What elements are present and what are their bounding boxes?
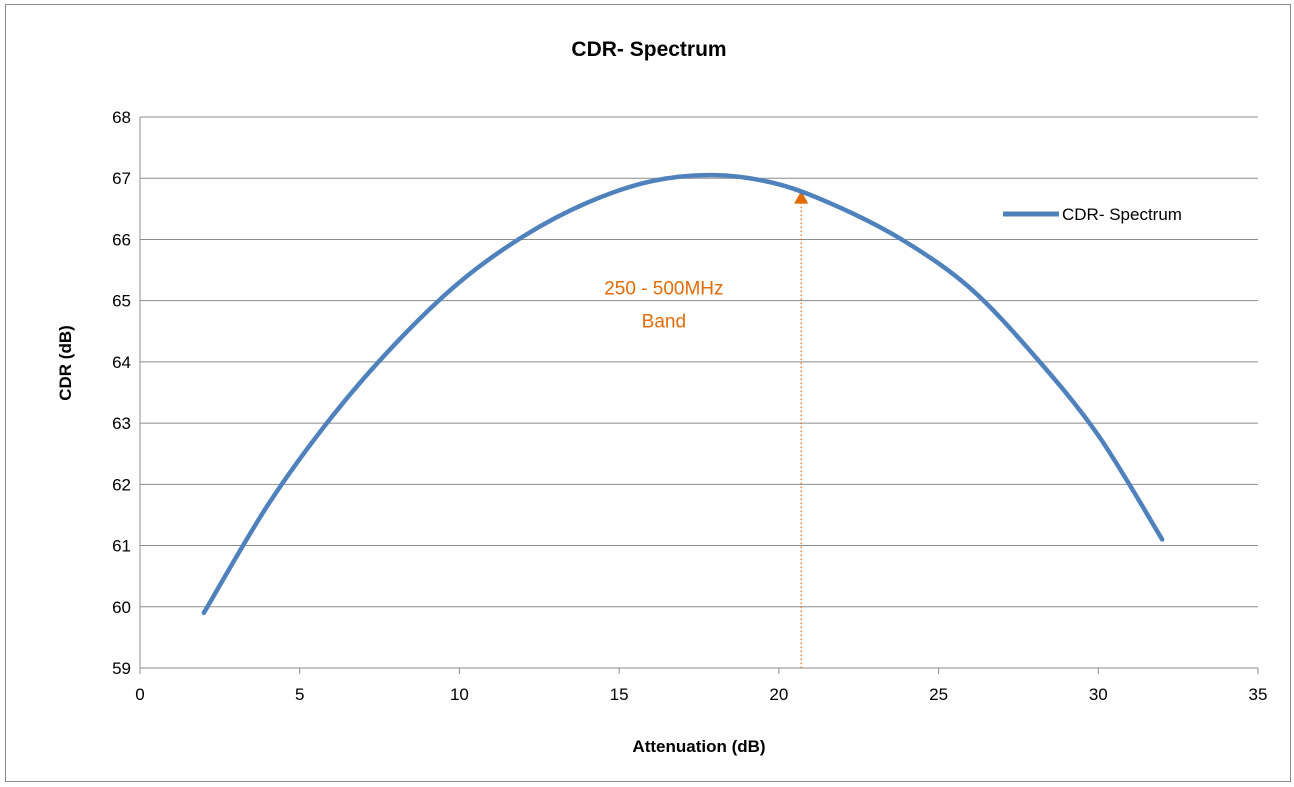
x-tick-label: 15 xyxy=(610,685,629,704)
chart-title: CDR- Spectrum xyxy=(571,38,726,61)
gridlines xyxy=(140,116,1258,608)
chart-frame xyxy=(5,4,1291,782)
x-axis-title: Attenuation (dB) xyxy=(632,737,765,756)
x-tick-label: 30 xyxy=(1089,685,1108,704)
legend-label: CDR- Spectrum xyxy=(1062,205,1182,224)
annotation-text-line: 250 - 500MHz xyxy=(604,279,723,300)
y-tick-label: 68 xyxy=(112,108,131,127)
annotation: 250 - 500MHz Band xyxy=(604,190,809,668)
x-tick-label: 20 xyxy=(769,685,788,704)
tick-labels: 59 60 61 62 63 64 65 66 67 68 0 5 10 15 20 25 30 35 xyxy=(112,108,1267,704)
y-tick-label: 61 xyxy=(112,537,131,556)
series-line xyxy=(201,172,1165,616)
y-tick-label: 66 xyxy=(112,230,131,249)
x-tick-label: 25 xyxy=(929,685,948,704)
annotation-text-line: Band xyxy=(642,312,686,333)
y-tick-label: 63 xyxy=(112,414,131,433)
y-tick-label: 65 xyxy=(112,292,131,311)
y-tick-label: 62 xyxy=(112,475,131,494)
x-tick-label: 0 xyxy=(135,685,144,704)
y-tick-label: 67 xyxy=(112,169,131,188)
y-axis-title: CDR (dB) xyxy=(56,325,75,401)
x-tick-label: 10 xyxy=(450,685,469,704)
y-tick-label: 60 xyxy=(112,598,131,617)
x-tick-label: 5 xyxy=(295,685,304,704)
series-lines xyxy=(201,172,1165,616)
axes xyxy=(139,117,1259,674)
legend: CDR- Spectrum xyxy=(1003,205,1182,224)
annotation-arrow-marker xyxy=(794,190,809,204)
y-tick-label: 59 xyxy=(112,659,131,678)
y-tick-label: 64 xyxy=(112,353,131,372)
x-tick-label: 35 xyxy=(1249,685,1268,704)
